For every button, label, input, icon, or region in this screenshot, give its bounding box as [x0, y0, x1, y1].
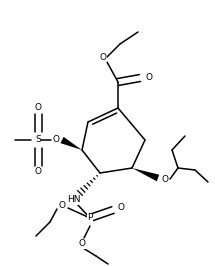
- Text: O: O: [58, 202, 66, 210]
- Text: O: O: [146, 73, 152, 82]
- Text: O: O: [34, 103, 41, 113]
- Text: S: S: [35, 135, 41, 144]
- Text: O: O: [78, 239, 86, 248]
- Text: P: P: [87, 214, 93, 222]
- Polygon shape: [60, 137, 82, 150]
- Text: O: O: [161, 176, 169, 185]
- Text: O: O: [34, 168, 41, 177]
- Text: O: O: [100, 52, 106, 61]
- Text: O: O: [52, 135, 60, 144]
- Text: HN: HN: [67, 196, 81, 205]
- Polygon shape: [132, 168, 159, 181]
- Text: O: O: [118, 203, 124, 213]
